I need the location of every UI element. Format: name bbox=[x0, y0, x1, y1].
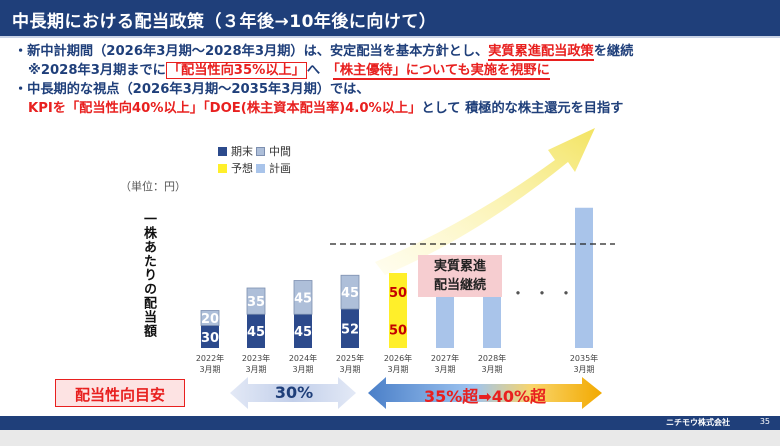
tick-label-period-5: 3月期 bbox=[434, 365, 455, 374]
unit-label: （単位：円） bbox=[120, 180, 186, 193]
bullet-4-kpi: KPIを「配当性向40%以上」「DOE(株主資本配当率)4.0%以上」 bbox=[28, 101, 422, 116]
tick-label-period-7: 3月期 bbox=[573, 365, 594, 374]
legend-period-end: 期末 bbox=[218, 143, 253, 159]
label-interim-3: 45 bbox=[341, 286, 359, 301]
legend-label-interim: 中間 bbox=[269, 145, 291, 158]
bullet-2-payout: 「配当性向35%以上」 bbox=[165, 62, 307, 79]
payout-30-text: 30% bbox=[274, 383, 314, 402]
legend-label-plan: 計画 bbox=[269, 162, 291, 175]
bar-interim-1 bbox=[246, 287, 266, 315]
bullet-4-tail: として 積極的な株主還元を目指す bbox=[421, 101, 624, 116]
bullet-2-sep: へ bbox=[306, 63, 334, 78]
bar-period-end-2 bbox=[294, 314, 312, 348]
tick-label-year-2: 2024年 bbox=[289, 353, 317, 363]
bullet-1-text: ・新中計期間（2026年3月期～2028年3月期）は、安定配当を基本方針とし、 bbox=[14, 44, 489, 59]
tick-label-period-4: 3月期 bbox=[387, 365, 408, 374]
tick-label-period-2: 3月期 bbox=[292, 365, 313, 374]
bar-plan-7 bbox=[575, 207, 593, 348]
page-number: 35 bbox=[759, 417, 770, 426]
tick-label-year-1: 2023年 bbox=[242, 353, 270, 363]
footer-bar bbox=[0, 416, 780, 430]
note-line-1: 実質累進 bbox=[433, 259, 486, 274]
legend-swatch-plan bbox=[256, 163, 265, 173]
legend-plan: 計画 bbox=[256, 160, 291, 176]
label-forecast-interim-4: 50 bbox=[389, 286, 407, 301]
bullet-4: KPIを「配当性向40%以上」「DOE(株主資本配当率)4.0%以上」として 積… bbox=[14, 99, 774, 118]
label-interim-0: 20 bbox=[201, 312, 219, 327]
legend-interim: 中間 bbox=[256, 143, 291, 159]
footer-company: ニチモウ株式会社 bbox=[666, 418, 730, 427]
label-interim-1: 35 bbox=[247, 295, 265, 310]
y-axis-label: 一株あたりの配当額 bbox=[141, 212, 156, 338]
legend-label-period-end: 期末 bbox=[231, 145, 253, 158]
bullet-2-benefit: 「株主優待」についても実施を視野に bbox=[333, 63, 550, 80]
bar-interim-2 bbox=[293, 280, 313, 315]
bar-period-end-1 bbox=[247, 314, 265, 348]
bullet-2-text: ※2028年3月期までに bbox=[28, 63, 166, 78]
bullet-1: ・新中計期間（2026年3月期～2028年3月期）は、安定配当を基本方針とし、実… bbox=[14, 42, 774, 61]
note-line-2: 配当継続 bbox=[433, 278, 486, 293]
ellipsis: ・・・ bbox=[510, 284, 583, 303]
policy-bullets: ・新中計期間（2026年3月期～2028年3月期）は、安定配当を基本方針とし、実… bbox=[14, 42, 774, 118]
tick-label-year-4: 2026年 bbox=[384, 353, 412, 363]
bar-interim-0 bbox=[200, 310, 220, 326]
tick-label-year-6: 2028年 bbox=[478, 353, 506, 363]
bullet-1-highlight: 実質累進配当政策 bbox=[488, 44, 594, 61]
label-period-end-0: 30 bbox=[201, 331, 219, 346]
legend-swatch-forecast bbox=[218, 163, 227, 173]
payout-ratio-label: 配当性向目安 bbox=[55, 379, 185, 407]
label-period-end-1: 45 bbox=[247, 325, 265, 340]
label-forecast-end-4: 50 bbox=[389, 323, 407, 338]
bar-period-end-3 bbox=[341, 309, 359, 348]
label-period-end-3: 52 bbox=[341, 323, 359, 338]
label-period-end-2: 45 bbox=[294, 325, 312, 340]
label-interim-2: 45 bbox=[294, 291, 312, 306]
tick-label-period-0: 3月期 bbox=[199, 365, 220, 374]
legend-label-forecast: 予想 bbox=[231, 162, 253, 175]
legend-swatch-interim bbox=[256, 146, 265, 156]
bar-forecast-interim-4 bbox=[389, 273, 407, 311]
slide-title: 中長期における配当政策（３年後→10年後に向けて） bbox=[0, 0, 780, 36]
tick-label-year-7: 2035年 bbox=[570, 353, 598, 363]
bar-period-end-0 bbox=[201, 325, 219, 348]
bar-interim-3 bbox=[340, 274, 360, 310]
tick-label-year-3: 2025年 bbox=[336, 353, 364, 363]
payout-35-40-text: 35%超➡40%超 bbox=[423, 387, 546, 406]
bullet-2: ※2028年3月期までに 「配当性向35%以上」へ 「株主優待」についても実施を視… bbox=[14, 61, 774, 80]
tick-label-period-6: 3月期 bbox=[481, 365, 502, 374]
bullet-1-tail: を継続 bbox=[593, 44, 634, 59]
tick-label-year-0: 2022年 bbox=[196, 353, 224, 363]
tick-label-year-5: 2027年 bbox=[431, 353, 459, 363]
tick-label-period-1: 3月期 bbox=[245, 365, 266, 374]
bar-forecast-end-4 bbox=[389, 310, 407, 348]
legend-swatch-period-end bbox=[218, 146, 227, 156]
legend-forecast: 予想 bbox=[218, 160, 253, 176]
growth-arrow bbox=[375, 128, 595, 275]
bottom-strip bbox=[0, 430, 780, 446]
tick-label-period-3: 3月期 bbox=[339, 365, 360, 374]
progressive-dividend-note: 実質累進 配当継続 bbox=[418, 255, 502, 297]
bullet-3: ・中長期的な視点（2026年3月期～2035年3月期）では、 bbox=[14, 82, 370, 97]
title-divider bbox=[0, 36, 780, 38]
